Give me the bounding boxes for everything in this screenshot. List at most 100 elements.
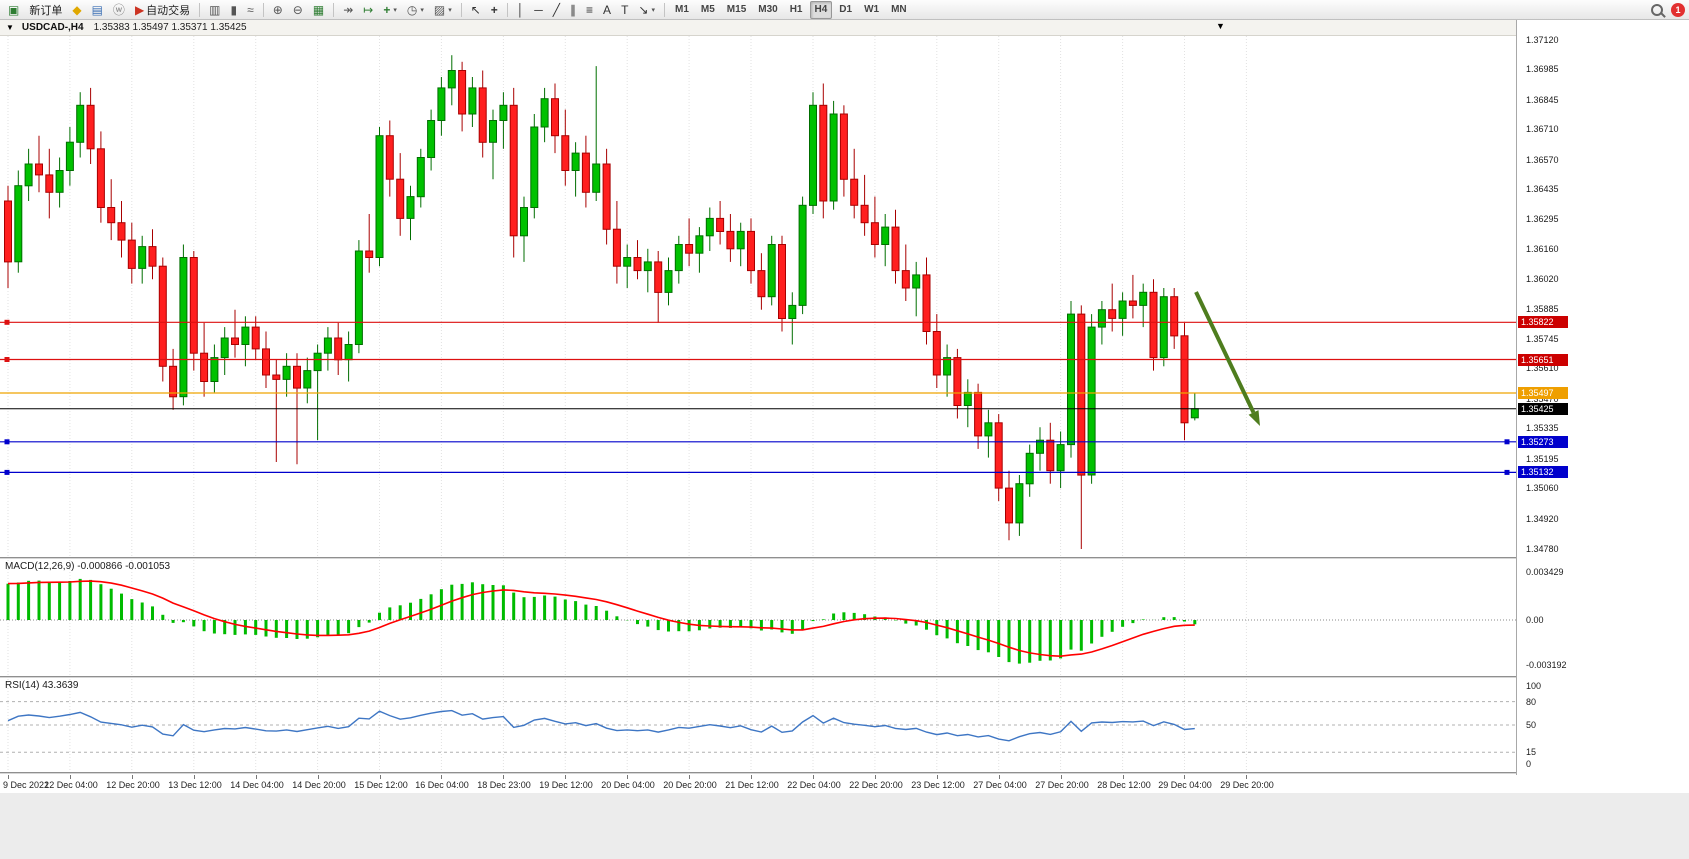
periods-icon[interactable]: ◷ ▾ — [403, 1, 428, 19]
price-axis-label: 1.36710 — [1526, 124, 1559, 135]
toolbar-separator — [199, 2, 201, 17]
candlestick-chart-type-icon-glyph: ▮ — [230, 2, 238, 17]
timeframe-w1[interactable]: W1 — [864, 4, 880, 15]
templates-icon-glyph: ▨ — [433, 2, 446, 17]
bar-chart-type-icon[interactable]: ▥ — [205, 1, 224, 19]
chart-symbol-period: USDCAD-,H4 — [21, 22, 84, 33]
auto-trading-button[interactable]: ▶ 自动交易 — [131, 1, 194, 19]
rsi-chart-canvas[interactable] — [0, 679, 1516, 772]
price-scale-column[interactable]: 1.37120 1.36985 1.36845 1.36710 1.36570 1.364… — [1516, 20, 1689, 775]
indicators-icon[interactable]: + ▾ — [379, 1, 401, 19]
panel-separator[interactable] — [0, 557, 1689, 560]
fibonacci-icon[interactable]: ≡ — [582, 1, 597, 19]
notifications-badge[interactable]: 1 — [1671, 2, 1685, 17]
time-axis-tick — [813, 775, 814, 779]
horizontal-line-icon[interactable]: ─ — [530, 1, 547, 19]
vertical-line-icon[interactable]: │ — [513, 1, 529, 19]
new-chart-icon[interactable]: ▣ — [4, 1, 23, 19]
toolbar-separator — [333, 2, 335, 17]
macd-axis-label: -0.003192 — [1526, 659, 1567, 670]
rsi-axis-label: 0 — [1526, 759, 1532, 769]
auto-trading-glyph: ▶ — [134, 2, 145, 17]
time-axis-label: 14 Dec 20:00 — [292, 780, 346, 790]
panel-separator[interactable] — [0, 772, 1689, 775]
time-axis-tick — [1123, 775, 1124, 779]
timeframe-m1[interactable]: M1 — [674, 4, 689, 15]
zoom-in-icon[interactable]: ⊕ — [269, 1, 287, 19]
timeframe-d1[interactable]: D1 — [839, 4, 853, 15]
time-axis-tick — [503, 775, 504, 779]
chart-shift-icon-glyph: ↦ — [363, 2, 374, 17]
price-level-tag: 1.35497 — [1518, 387, 1568, 400]
text-label-icon-glyph: T — [621, 2, 629, 17]
macd-indicator-panel[interactable] — [0, 560, 1516, 676]
horizontal-line-icon-glyph: ─ — [534, 2, 543, 17]
cursor-icon-glyph: ↖ — [470, 2, 481, 17]
time-axis-tick — [441, 775, 442, 779]
new-order-button[interactable]: 新订单 — [25, 1, 66, 19]
tile-windows-icon[interactable]: ▦ — [309, 1, 328, 19]
equidistant-channel-icon[interactable]: ∥ — [566, 1, 580, 19]
alerts-icon-glyph: ◆ — [72, 2, 82, 17]
timeframe-h4[interactable]: H4 — [809, 0, 833, 19]
templates-icon[interactable]: ▨ ▾ — [430, 1, 456, 19]
arrows-icon-glyph: ↘ — [638, 2, 649, 17]
collapse-chart-icon[interactable]: ▼ — [6, 23, 14, 32]
trend-arrow[interactable] — [1194, 291, 1260, 426]
time-axis-tick — [1246, 775, 1247, 779]
time-axis-tick — [627, 775, 628, 779]
timeframe-h1[interactable]: H1 — [789, 4, 803, 15]
macd-histogram — [6, 578, 1197, 664]
zoom-out-icon-glyph: ⊖ — [292, 2, 303, 17]
time-axis-tick — [1184, 775, 1185, 779]
price-level-tag: 1.35273 — [1518, 435, 1568, 448]
trendline-icon[interactable]: ╱ — [549, 1, 564, 19]
profiles-icon[interactable]: ▤ — [88, 1, 107, 19]
line-chart-type-icon[interactable]: ≈ — [243, 1, 258, 19]
time-axis[interactable]: 9 Dec 2022 12 Dec 04:00 12 Dec 20:00 13 Dec… — [0, 775, 1516, 793]
time-axis-tick — [318, 775, 319, 779]
timeframe-m5[interactable]: M5 — [700, 4, 715, 15]
auto-scroll-icon[interactable]: ↠ — [339, 1, 357, 19]
price-axis-label: 1.36845 — [1526, 94, 1559, 105]
chart-shift-icon[interactable]: ↦ — [359, 1, 377, 19]
main-chart-panel[interactable] — [0, 36, 1516, 557]
zoom-out-icon[interactable]: ⊖ — [289, 1, 307, 19]
time-axis-label: 21 Dec 12:00 — [725, 780, 779, 790]
time-axis-label: 27 Dec 04:00 — [973, 780, 1027, 790]
time-axis-tick — [751, 775, 752, 779]
cursor-icon[interactable]: ↖ — [467, 1, 485, 19]
text-icon[interactable]: A — [599, 1, 615, 19]
zoom-in-icon-glyph: ⊕ — [272, 2, 283, 17]
rsi-axis-label: 15 — [1526, 747, 1537, 758]
equidistant-channel-icon-glyph: ∥ — [570, 2, 577, 17]
candlestick-chart-type-icon[interactable]: ▮ — [227, 1, 242, 19]
time-axis-label: 19 Dec 12:00 — [539, 780, 593, 790]
timeframe-m30[interactable]: M30 — [758, 4, 778, 15]
rsi-indicator-panel[interactable] — [0, 679, 1516, 772]
candlestick-chart-canvas[interactable] — [0, 36, 1516, 557]
chart-corner-triangle-icon[interactable]: ▼ — [1216, 21, 1225, 31]
time-axis-label: 12 Dec 20:00 — [106, 780, 160, 790]
panel-separator[interactable] — [0, 676, 1689, 679]
alerts-icon[interactable]: ◆ — [68, 1, 85, 19]
time-axis-tick — [132, 775, 133, 779]
gridlines — [7, 560, 1247, 676]
macd-chart-canvas[interactable] — [0, 560, 1516, 676]
arrows-icon[interactable]: ↘ ▾ — [634, 1, 659, 19]
price-axis-label: 1.36985 — [1526, 64, 1559, 75]
market-watch-icon[interactable]: ⓦ — [109, 1, 129, 19]
horizontal-level-lines[interactable] — [0, 319, 1516, 475]
timeframe-m15[interactable]: M15 — [726, 4, 747, 15]
new-chart-icon-glyph: ▣ — [8, 2, 20, 17]
time-axis-label: 22 Dec 20:00 — [849, 780, 903, 790]
time-axis-label: 14 Dec 04:00 — [230, 780, 284, 790]
search-icon[interactable] — [1651, 3, 1663, 16]
crosshair-icon[interactable]: + — [487, 1, 502, 19]
time-axis-tick — [689, 775, 690, 779]
text-label-icon[interactable]: T — [617, 1, 632, 19]
toolbar-separator — [460, 2, 462, 17]
chevron-down-icon: ▾ — [651, 6, 655, 14]
timeframe-mn[interactable]: MN — [891, 4, 907, 15]
